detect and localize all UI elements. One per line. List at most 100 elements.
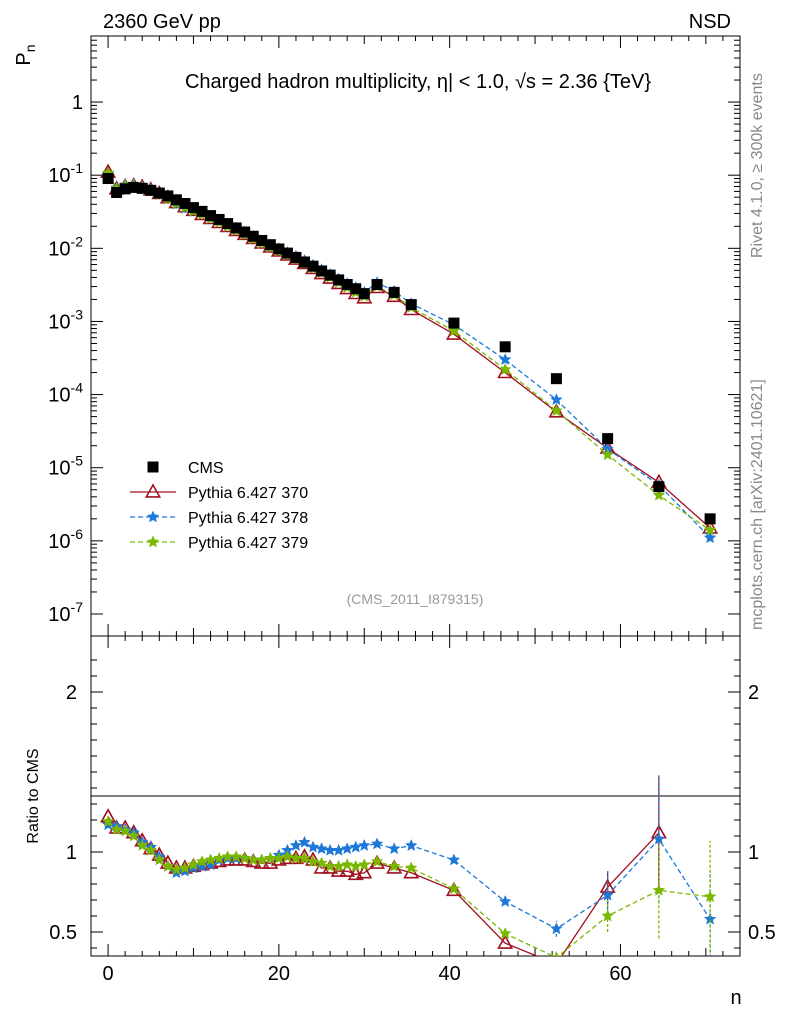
pythia-6-427-379-ratio-point	[118, 824, 132, 837]
x-tick-label: 20	[268, 963, 290, 985]
pythia-6-427-370-ratio-point	[194, 856, 211, 871]
pythia-6-427-378-ratio-point	[404, 838, 418, 852]
pythia-6-427-378-ratio-point	[498, 894, 512, 908]
cms-point	[170, 194, 182, 206]
pythia-6-427-379-ratio-point	[306, 854, 320, 868]
pythia-6-427-379-ratio-point	[315, 856, 328, 869]
cms-point	[196, 205, 208, 217]
cms-point	[448, 317, 460, 329]
legend-label: Pythia 6.427 378	[188, 510, 308, 527]
pythia-6-427-379-ratio-point	[110, 822, 123, 836]
pythia-6-427-378-ratio-point	[323, 843, 337, 856]
pythia-6-427-378-ratio-point	[340, 842, 354, 855]
pythia-6-427-378-ratio-point	[370, 837, 384, 850]
y-tick-label: 10-5	[48, 453, 83, 480]
x-tick-label: 40	[439, 963, 461, 985]
cms-point	[205, 210, 217, 222]
pythia-6-427-370-ratio-point	[497, 934, 514, 949]
pythia-6-427-378-ratio-point	[204, 858, 217, 871]
pythia-6-427-379-point	[652, 488, 666, 501]
cms-point	[247, 230, 259, 242]
cms-point	[350, 283, 362, 295]
legend: CMS Pythia 6.427 370 Pythia 6.427 378 Pythi…	[130, 460, 308, 552]
ratio-y-tick-label: 2	[66, 682, 77, 704]
y-tick-label: 10-4	[48, 380, 83, 407]
pythia-6-427-370-ratio-point	[369, 854, 386, 869]
cms-point	[273, 243, 285, 255]
pythia-6-427-378-ratio-point	[315, 842, 328, 855]
cms-point	[371, 279, 383, 291]
pythia-6-427-370-ratio-point	[556, 955, 557, 956]
pythia-6-427-378-ratio-point	[652, 832, 666, 845]
pythia-6-427-379-ratio-point	[498, 926, 512, 940]
pythia-6-427-379-ratio-point	[152, 853, 166, 866]
cms-point	[179, 197, 191, 209]
pythia-6-427-379-ratio-point	[161, 859, 175, 872]
cms-point	[102, 173, 114, 185]
cms-point	[341, 279, 353, 291]
pythia-6-427-370-ratio-point	[108, 819, 125, 834]
pythia-6-427-379-ratio-point	[298, 851, 311, 864]
pythia-6-427-370-ratio-point	[347, 865, 364, 881]
pythia-6-427-379-ratio-point	[135, 838, 149, 852]
ratio-y-tick-label: 1	[66, 842, 77, 864]
pythia-6-427-370-ratio-point	[253, 854, 270, 869]
ratio-y-tick-label-right: 2	[748, 682, 759, 704]
main-ylabel: Pn	[13, 44, 38, 65]
y-tick-label: 1	[72, 92, 83, 114]
side-label-bottom: mcplots.cern.ch [arXiv:2401.10621]	[749, 379, 766, 630]
cms-point	[499, 341, 511, 353]
pythia-6-427-379-ratio-point	[404, 861, 418, 874]
pythia-6-427-379-ratio-point	[601, 909, 614, 922]
ratio-y-tick-label-right: 1	[748, 842, 759, 864]
pythia-6-427-379-point	[498, 362, 512, 375]
cms-point	[653, 481, 665, 493]
cms-point	[264, 239, 276, 251]
cms-point	[405, 299, 417, 311]
analysis-id: (CMS_2011_I879315)	[347, 591, 484, 607]
pythia-6-427-379-point	[601, 448, 614, 461]
pythia-6-427-378-ratio-point	[349, 840, 363, 853]
pythia-6-427-370-ratio-point	[445, 881, 462, 897]
cms-point	[119, 183, 131, 195]
cms-point	[388, 286, 400, 298]
pythia-6-427-370-ratio-point	[202, 854, 219, 869]
pythia-6-427-378-point	[550, 393, 563, 406]
pythia-6-427-379-ratio-point	[703, 890, 717, 903]
cms-point	[145, 184, 157, 196]
ratio-y-tick-label-right: 0.5	[748, 922, 776, 944]
y-tick-label: 10-6	[48, 526, 83, 553]
main-axis-ticks: 10-7 10-6 10-5 10-4 10-3 10-2 10-1 1	[48, 35, 740, 636]
main-series-group	[100, 163, 719, 544]
pythia-6-427-378-ratio-line	[107, 824, 711, 930]
pythia-6-427-379-ratio-point	[387, 859, 401, 872]
pythia-6-427-370-ratio-point	[356, 864, 373, 879]
cms-point	[153, 187, 165, 199]
x-tick-label: 0	[103, 963, 114, 985]
pythia-6-427-379-point	[550, 404, 563, 417]
legend-pythia-6-427-378-marker	[146, 510, 160, 523]
pythia-6-427-379-ratio-point	[187, 858, 200, 871]
pythia-6-427-378-ratio-point	[357, 838, 371, 852]
pythia-6-427-370-ratio-point	[305, 851, 322, 866]
pythia-6-427-379-ratio-point	[652, 883, 666, 896]
ratio-ylabel: Ratio to CMS	[25, 748, 42, 843]
cms-point	[162, 190, 174, 202]
cms-point	[358, 288, 370, 300]
cms-point	[307, 260, 319, 272]
pythia-6-427-379-ratio-point	[349, 859, 363, 872]
pythia-6-427-370-ratio-point	[142, 840, 159, 855]
pythia-6-427-379-ratio-point	[357, 858, 371, 871]
y-tick-label: 10-3	[48, 306, 83, 333]
ratio-clip-group	[100, 775, 717, 956]
cms-point	[128, 181, 140, 193]
cms-point	[256, 234, 268, 246]
pythia-6-427-370-ratio-point	[296, 848, 313, 863]
cms-point	[704, 513, 716, 525]
pythia-6-427-379-ratio-point	[447, 882, 461, 895]
legend-cms-marker	[147, 461, 159, 473]
cms-point	[281, 247, 293, 259]
pythia-6-427-378-line	[107, 173, 711, 539]
side-label-top: Rivet 4.1.0, ≥ 300k events	[749, 73, 766, 258]
